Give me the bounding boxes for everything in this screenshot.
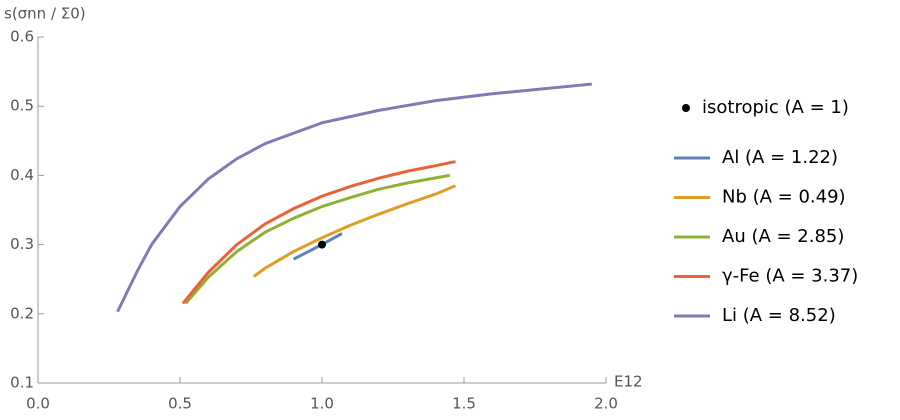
y-tick-label: 0.6 xyxy=(10,28,34,46)
point xyxy=(318,240,326,249)
y-axis-label: s(σnn / Σ0) xyxy=(4,5,86,23)
x-tick-label: 2.0 xyxy=(594,395,618,413)
x-tick-label: 0.0 xyxy=(26,395,50,413)
legend-label: Nb (A = 0.49) xyxy=(722,187,846,208)
x-tick-label: 1.0 xyxy=(310,395,334,413)
legend-label: Li (A = 8.52) xyxy=(722,305,836,326)
legend-marker xyxy=(682,104,690,112)
legend-label: isotropic (A = 1) xyxy=(702,97,849,118)
x-tick-label: 1.5 xyxy=(452,395,476,413)
legend-label: γ-Fe (A = 3.37) xyxy=(722,266,858,287)
legend-label: Au (A = 2.85) xyxy=(722,226,844,247)
x-tick-label: 0.5 xyxy=(168,395,192,413)
y-tick-label: 0.1 xyxy=(10,374,34,392)
y-tick-label: 0.4 xyxy=(10,166,34,184)
line xyxy=(181,160,456,305)
legend-label: Al (A = 1.22) xyxy=(722,147,838,168)
y-tick-label: 0.3 xyxy=(10,235,34,253)
line xyxy=(116,82,592,313)
y-tick-label: 0.5 xyxy=(10,97,34,115)
line xyxy=(184,173,451,305)
line xyxy=(252,184,457,278)
x-axis-label: E12 xyxy=(614,373,643,391)
y-tick-label: 0.2 xyxy=(10,304,34,322)
